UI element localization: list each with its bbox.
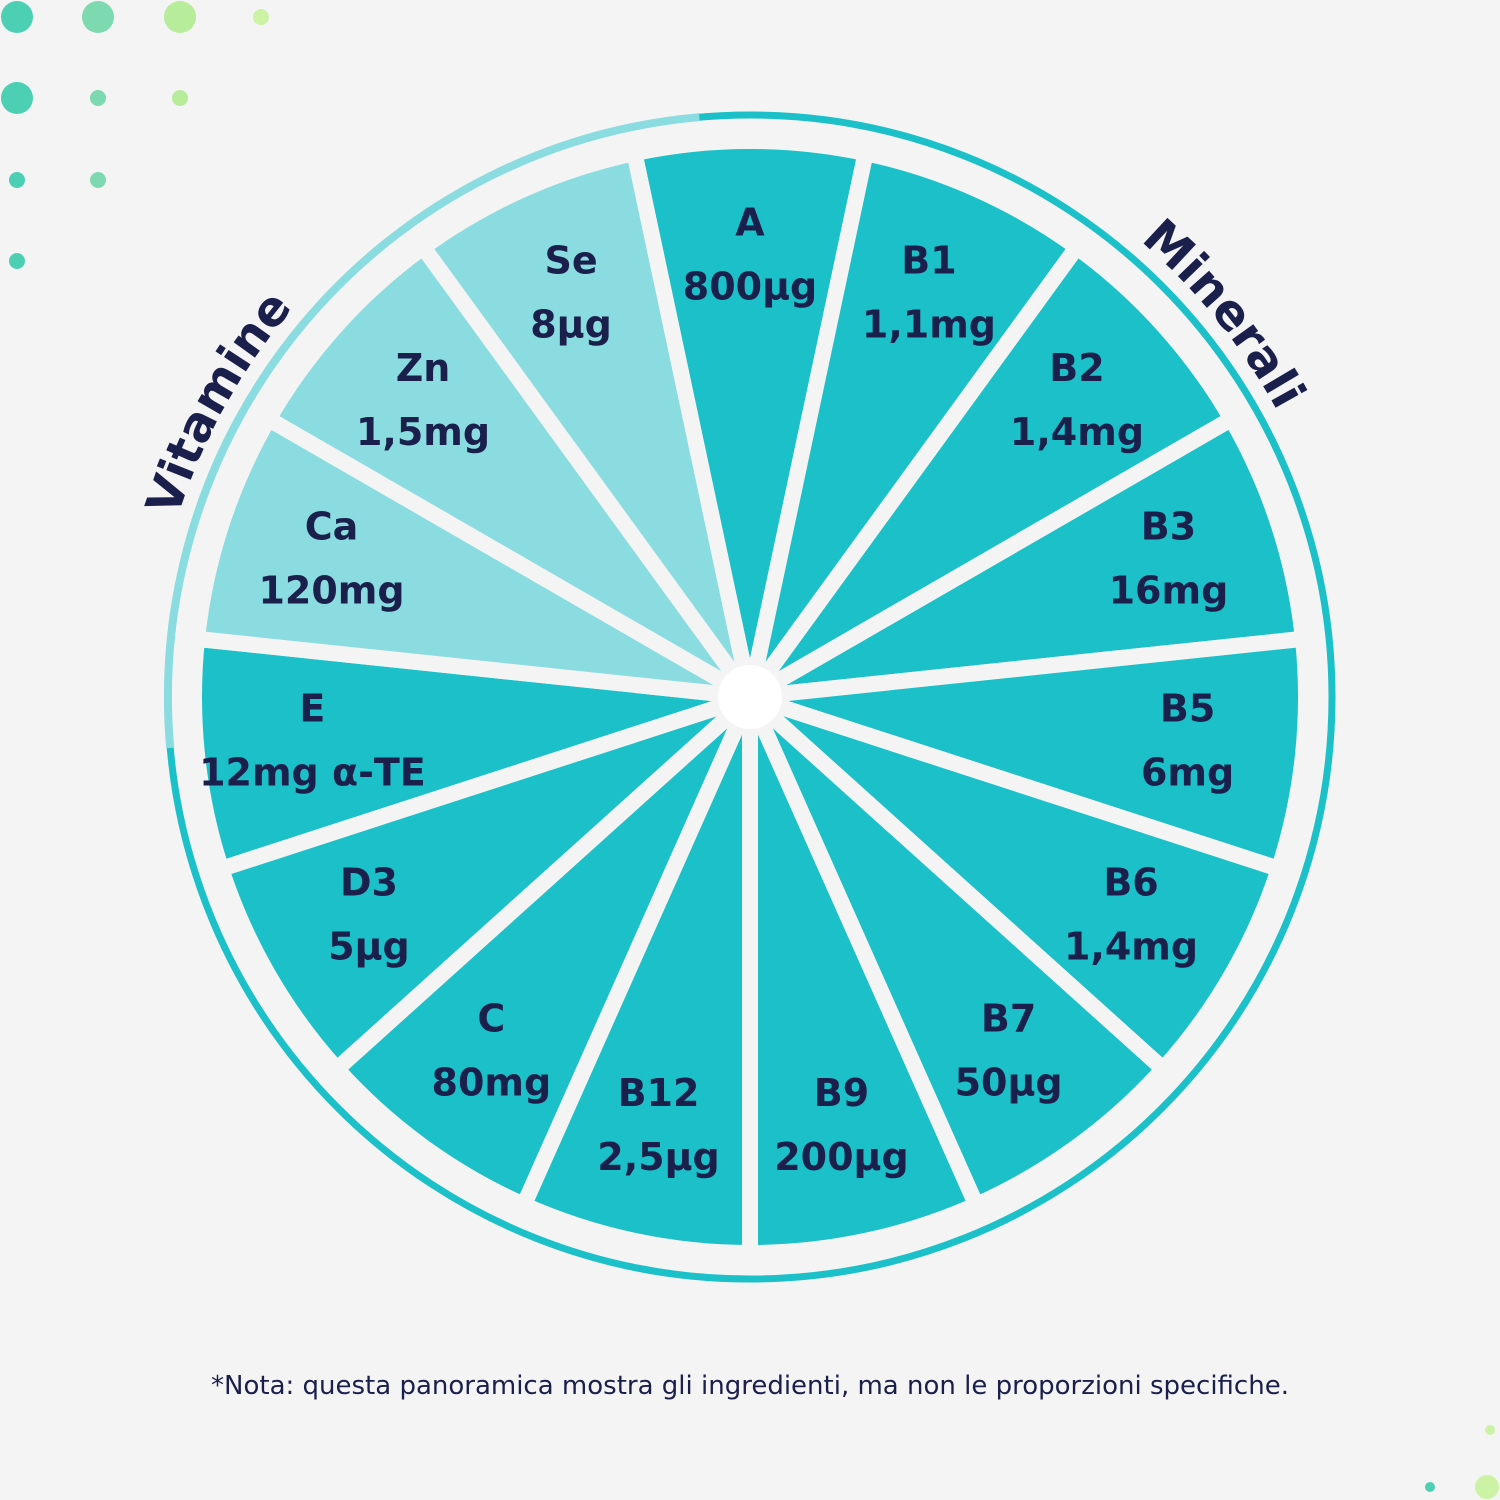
segment-amount: 1,5mg [356,410,490,454]
dot [82,1,114,33]
segment [742,689,1287,1078]
segment [742,239,1240,705]
center [718,665,782,729]
segment [213,689,758,1078]
segment-name: B3 [1141,505,1196,549]
segment [742,689,1172,1213]
dot [253,9,269,25]
segment [742,630,1314,877]
segment-name: Se [544,239,597,283]
segment-amount: 50µg [955,1060,1063,1104]
segment-amount: 8µg [530,303,612,347]
note: *Nota: questa panoramica mostra gli ingr… [211,1371,1289,1401]
segment-amount: 800µg [683,265,817,309]
dot [90,90,106,106]
dot [1,82,33,114]
segment-amount: 16mg [1109,569,1229,613]
segment-amount: 12mg α-TE [199,750,426,794]
segment-name: A [735,201,765,245]
segment-amount: 2,5µg [597,1135,719,1179]
segment [328,689,758,1213]
segment-name: D3 [340,861,398,905]
segment [626,133,874,705]
segment-name: B12 [618,1071,700,1115]
dot [9,253,25,269]
segment [415,145,758,705]
segment-name: B5 [1160,686,1215,730]
dot [1485,1425,1495,1435]
segment-name: B7 [981,996,1036,1040]
segment [742,689,985,1261]
segment [742,145,1085,705]
segment-amount: 80mg [432,1060,552,1104]
dot [9,172,25,188]
segment [189,411,758,705]
dot [1475,1475,1499,1499]
segment-amount: 5µg [328,925,410,969]
dot [1425,1482,1435,1492]
segment-name: B9 [814,1071,869,1115]
segment-amount: 200µg [774,1135,908,1179]
dot [164,1,196,33]
segments: A 800µg B1 1,1mg B2 1,4mg B3 16mg B5 6mg B6 1,4mg B7… [186,133,1314,1261]
outer-ring-light [164,113,700,749]
segment-amount: 1,4mg [1064,925,1198,969]
segment-amount: 6mg [1141,750,1234,794]
segment-name: B6 [1103,861,1158,905]
segment-amount: 120mg [258,569,404,613]
segment [742,411,1311,705]
segment-name: E [299,686,325,730]
dot [172,90,188,106]
dot [1,1,33,33]
segment [186,630,758,877]
segment-name: Ca [305,505,359,549]
segment-name: B2 [1049,346,1104,390]
segment [260,239,758,705]
segment-amount: 1,4mg [1010,410,1144,454]
segment-name: C [477,996,505,1040]
dot [90,172,106,188]
segment-amount: 1,1mg [862,303,996,347]
segment-name: Zn [396,346,451,390]
segment-name: B1 [901,239,956,283]
